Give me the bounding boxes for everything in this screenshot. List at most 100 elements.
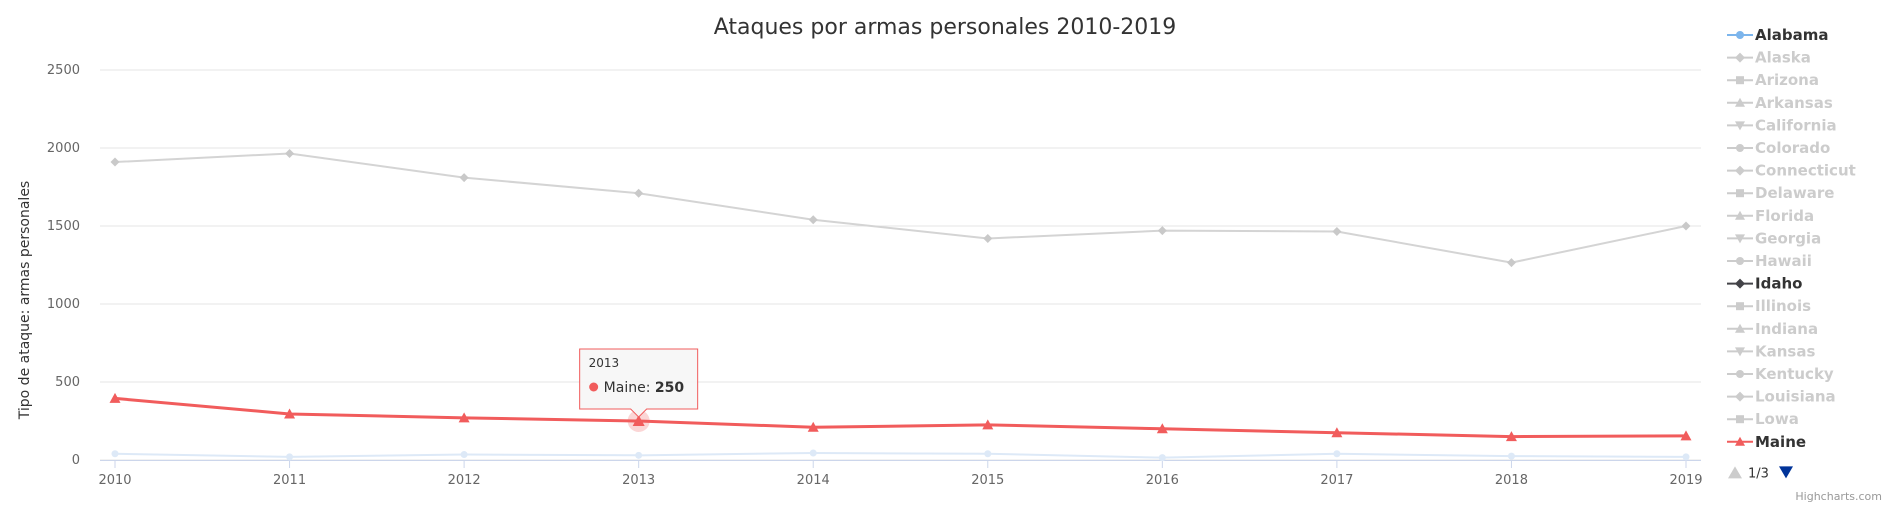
data-point-idaho [1506, 258, 1516, 268]
legend-symbol-icon [1735, 278, 1745, 289]
legend-symbol-icon [1736, 189, 1744, 198]
tooltip-header: 2013 [589, 356, 620, 370]
legend-symbol-icon [1735, 52, 1745, 63]
x-tick-label: 2017 [1320, 473, 1353, 488]
legend-item-arkansas[interactable]: Arkansas [1727, 94, 1833, 112]
data-point-idaho [285, 148, 295, 158]
legend-item-maine[interactable]: Maine [1727, 433, 1806, 451]
legend-item-alaska[interactable]: Alaska [1727, 49, 1811, 67]
series-line-maine [114, 396, 1687, 439]
data-point-idaho [808, 215, 818, 225]
legend-item-louisiana[interactable]: Louisiana [1727, 388, 1836, 406]
page-up-icon[interactable] [1728, 466, 1742, 479]
series-maine [109, 392, 1692, 442]
legend-symbol-icon [1735, 165, 1745, 176]
legend-item-alabama[interactable]: Alabama [1727, 26, 1828, 44]
data-point-idaho [634, 188, 644, 198]
hover-point [632, 415, 645, 426]
legend-label: Alabama [1755, 26, 1828, 44]
legend-item-indiana[interactable]: Indiana [1727, 320, 1818, 338]
legend-item-florida[interactable]: Florida [1727, 207, 1814, 225]
series-group [109, 148, 1692, 462]
legend-label: Georgia [1755, 229, 1821, 247]
series-line-alabama [114, 451, 1687, 459]
data-point-maine [982, 419, 994, 430]
legend-label: Kentucky [1755, 365, 1834, 383]
x-axis: 2010 2011 2012 2013 2014 2015 2016 2017 2018 2019 [98, 460, 1703, 488]
legend-symbol-icon [1736, 31, 1744, 39]
data-point-idaho [983, 233, 993, 243]
data-point-alabama [111, 450, 119, 458]
legend-item-georgia[interactable]: Georgia [1727, 229, 1821, 247]
legend-label: Lowa [1755, 410, 1799, 428]
x-tick-label: 2014 [797, 473, 830, 488]
data-point-alabama [1682, 453, 1690, 461]
data-point-alabama [635, 451, 643, 459]
data-point-maine [1680, 430, 1692, 441]
y-tick-label: 2000 [47, 141, 80, 156]
tooltip-box [579, 348, 699, 418]
data-point-alabama [1158, 454, 1166, 462]
legend-item-lowa[interactable]: Lowa [1727, 410, 1799, 428]
legend-symbol-icon [1735, 347, 1745, 357]
legend-item-kentucky[interactable]: Kentucky [1727, 365, 1834, 383]
tooltip-text: Maine: 250 [604, 380, 685, 396]
data-point-idaho [1681, 221, 1691, 231]
legend-item-arizona[interactable]: Arizona [1727, 71, 1819, 89]
legend-label: Maine [1755, 433, 1806, 451]
legend-symbol-icon [1735, 436, 1745, 446]
data-point-maine [284, 408, 296, 419]
data-point-maine [1505, 431, 1517, 442]
x-tick-label: 2019 [1669, 473, 1702, 488]
legend-label: Florida [1755, 207, 1814, 225]
legend-label: Alaska [1755, 49, 1811, 67]
legend-item-delaware[interactable]: Delaware [1727, 184, 1834, 202]
data-point-alabama [460, 451, 468, 459]
x-tick-label: 2016 [1146, 473, 1179, 488]
x-tick-label: 2010 [98, 473, 131, 488]
data-point-alabama [286, 453, 294, 461]
y-tick-label: 1500 [47, 219, 80, 234]
legend-symbol-icon [1736, 257, 1744, 265]
data-point-maine [807, 421, 819, 432]
tooltip: 2013 Maine: 250 [579, 348, 699, 432]
x-tick-label: 2012 [448, 473, 481, 488]
page-down-icon[interactable] [1779, 466, 1793, 479]
legend-label: Illinois [1755, 297, 1811, 315]
legend-symbol-icon [1735, 210, 1745, 220]
data-point-alabama [1333, 450, 1341, 458]
tooltip-value: 250 [655, 380, 684, 396]
legend-item-kansas[interactable]: Kansas [1727, 342, 1815, 360]
legend-label: Indiana [1755, 320, 1818, 338]
legend-symbol-icon [1735, 97, 1745, 107]
legend-label: Arizona [1755, 71, 1819, 89]
legend-item-hawaii[interactable]: Hawaii [1727, 252, 1812, 270]
chart-title: Ataques por armas personales 2010-2019 [714, 15, 1177, 40]
legend-item-idaho[interactable]: Idaho [1727, 275, 1802, 293]
legend-item-illinois[interactable]: Illinois [1727, 297, 1811, 315]
legend-label: Louisiana [1755, 388, 1836, 406]
legend-symbol-icon [1736, 370, 1744, 378]
legend-label: California [1755, 116, 1837, 134]
y-axis: 0 500 1000 1500 2000 2500 [47, 63, 80, 468]
legend-item-colorado[interactable]: Colorado [1727, 139, 1830, 157]
credits[interactable]: Highcharts.com [1795, 490, 1882, 503]
data-point-maine [1156, 423, 1168, 434]
y-tick-label: 2500 [47, 63, 80, 78]
data-point-maine [458, 412, 470, 423]
x-tick-label: 2011 [273, 473, 306, 488]
legend-label: Delaware [1755, 184, 1834, 202]
data-point-maine [109, 392, 121, 403]
legend-item-connecticut[interactable]: Connecticut [1727, 162, 1856, 180]
tooltip-series-name: Maine: [604, 380, 655, 396]
legend-label: Hawaii [1755, 252, 1812, 270]
legend-item-california[interactable]: California [1727, 116, 1837, 134]
data-point-idaho [1157, 226, 1167, 236]
legend-symbol-icon [1735, 234, 1745, 244]
legend-symbol-icon [1736, 76, 1744, 85]
x-tick-label: 2018 [1495, 473, 1528, 488]
legend-label: Colorado [1755, 139, 1830, 157]
y-tick-label: 0 [72, 453, 80, 468]
